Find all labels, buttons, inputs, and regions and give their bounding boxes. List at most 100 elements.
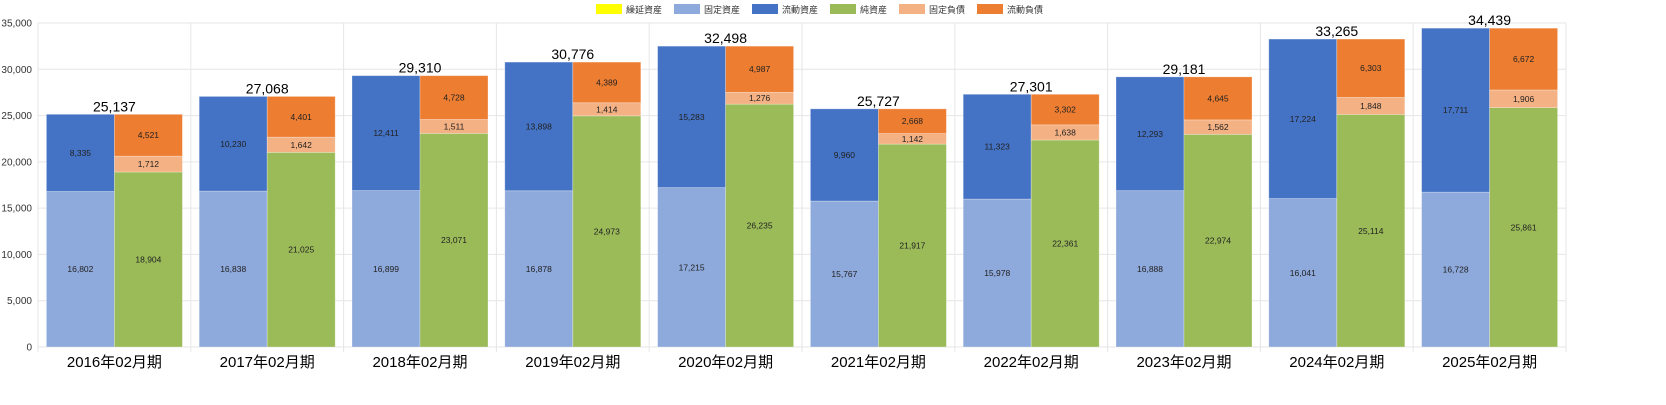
bar-segment: [419, 133, 489, 348]
bar-segment: [1336, 114, 1406, 348]
data-label: 10,230: [220, 139, 246, 149]
legend-label: 固定資産: [704, 4, 740, 15]
data-label: 21,917: [899, 241, 925, 251]
x-tick-label: 2017年02月期: [220, 354, 315, 371]
data-label: 16,888: [1137, 264, 1163, 274]
bar-segment: [419, 75, 489, 120]
data-label: 12,411: [373, 128, 399, 138]
bar-segment: [1115, 76, 1185, 192]
data-label: 4,645: [1207, 93, 1229, 103]
data-label: 25,114: [1358, 226, 1384, 236]
bar-segment: [266, 136, 336, 153]
data-label: 1,414: [596, 104, 618, 114]
bar-segment: [198, 96, 268, 192]
y-tick-label: 30,000: [1, 65, 32, 76]
x-tick-label: 2024年02月期: [1289, 354, 1384, 371]
data-label: 8,335: [70, 148, 92, 158]
data-label: 17,224: [1290, 114, 1316, 124]
x-tick-label: 2019年02月期: [525, 354, 620, 371]
y-tick-label: 15,000: [1, 204, 32, 215]
bar-segment: [198, 190, 268, 348]
data-label: 6,672: [1513, 54, 1535, 64]
data-label: 15,978: [984, 268, 1010, 278]
data-label: 1,638: [1055, 127, 1077, 137]
bar-segment: [1421, 191, 1490, 348]
total-label: 27,301: [1010, 78, 1053, 94]
data-label: 18,904: [135, 255, 161, 265]
bar-segment: [878, 143, 947, 348]
total-label: 29,310: [399, 60, 442, 76]
data-label: 15,283: [679, 112, 705, 122]
legend-label: 固定負債: [929, 4, 965, 15]
data-label: 17,711: [1443, 105, 1469, 115]
bar-segment: [878, 108, 947, 134]
legend-label: 純資産: [860, 4, 887, 15]
bar-segment: [1183, 133, 1253, 348]
data-label: 16,878: [526, 264, 552, 274]
data-label: 16,728: [1443, 265, 1469, 275]
data-label: 1,848: [1360, 101, 1382, 111]
y-tick-label: 20,000: [1, 157, 32, 168]
x-tick-label: 2018年02月期: [372, 354, 467, 371]
data-label: 1,712: [138, 159, 160, 169]
data-label: 15,767: [831, 269, 857, 279]
bar-segment: [504, 190, 574, 348]
bar-segment: [657, 45, 726, 189]
bar-segment: [46, 113, 115, 192]
legend-swatch: [752, 4, 778, 14]
data-label: 1,562: [1207, 122, 1229, 132]
total-label: 32,498: [704, 30, 747, 46]
data-label: 24,973: [594, 226, 620, 236]
data-label: 4,521: [138, 130, 160, 140]
data-label: 4,728: [443, 93, 465, 103]
data-label: 2,668: [902, 116, 924, 126]
bar-segment: [1183, 76, 1253, 121]
data-label: 16,899: [373, 264, 399, 274]
x-tick-label: 2022年02月期: [984, 354, 1079, 371]
data-label: 25,861: [1511, 222, 1537, 232]
data-label: 22,974: [1205, 236, 1231, 246]
data-label: 1,906: [1513, 94, 1535, 104]
legend-swatch: [596, 4, 622, 14]
y-tick-label: 10,000: [1, 250, 32, 261]
data-label: 1,276: [749, 93, 771, 103]
data-label: 16,041: [1290, 268, 1316, 278]
bar-segment: [1030, 139, 1100, 348]
bar-segment: [1030, 93, 1100, 126]
x-tick-label: 2016年02月期: [67, 354, 162, 371]
data-label: 1,142: [902, 134, 924, 144]
bar-segment: [962, 93, 1032, 200]
data-label: 12,293: [1137, 129, 1163, 139]
bar-segment: [657, 187, 726, 348]
y-tick-label: 35,000: [1, 19, 32, 30]
total-label: 25,727: [857, 93, 900, 109]
bar-segment: [810, 200, 879, 348]
legend-swatch: [899, 4, 925, 14]
data-label: 1,511: [444, 121, 465, 131]
bar-segment: [1336, 38, 1406, 98]
data-label: 6,303: [1360, 63, 1382, 73]
bar-segment: [114, 171, 183, 348]
bar-segment: [1268, 38, 1338, 199]
bar-segment: [1489, 27, 1558, 91]
legend-label: 繰延資産: [626, 4, 662, 15]
bar-segment: [1489, 89, 1558, 109]
y-tick-label: 25,000: [1, 111, 32, 122]
x-tick-label: 2020年02月期: [678, 354, 773, 371]
legend-swatch: [830, 4, 856, 14]
total-label: 29,181: [1163, 61, 1206, 77]
data-label: 1,642: [291, 140, 313, 150]
x-tick-label: 2023年02月期: [1136, 354, 1231, 371]
y-tick-label: 5,000: [7, 296, 32, 307]
bar-segment: [1421, 27, 1490, 193]
bars: 16,802 8,335 18,904 1,712 4,521 25,137 16,838 1…: [46, 12, 1558, 348]
data-label: 22,361: [1052, 239, 1078, 249]
bar-segment: [504, 61, 574, 192]
data-label: 23,071: [441, 235, 467, 245]
data-label: 11,323: [985, 142, 1011, 152]
data-label: 13,898: [526, 121, 552, 131]
bar-segment: [114, 113, 183, 157]
bar-segment: [1489, 107, 1558, 348]
total-label: 34,439: [1468, 12, 1511, 28]
